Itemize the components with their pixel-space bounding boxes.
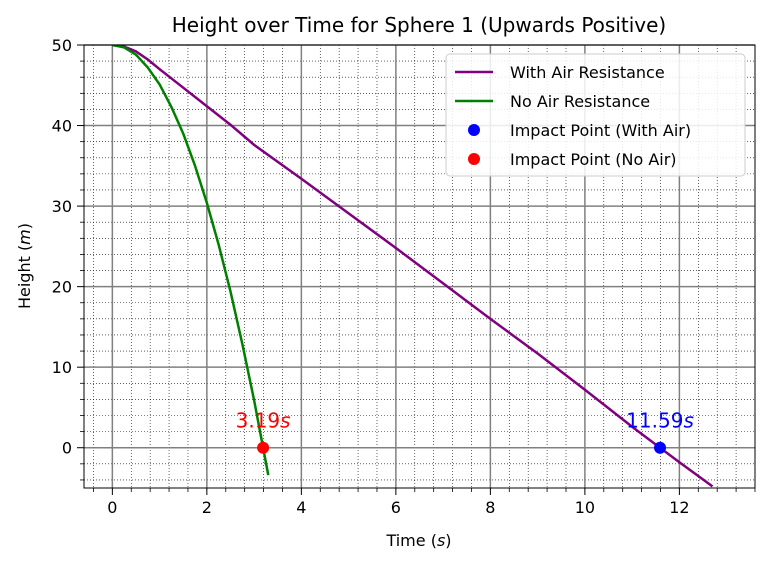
x-tick-label: 4 [296,498,306,517]
axis-ticks: 0 2 4 6 8 10 12 0 10 20 30 40 50 [52,36,756,517]
legend-box [445,53,746,177]
y-tick-label: 40 [52,117,72,136]
y-tick-label: 50 [52,36,72,55]
series-layer [112,45,714,488]
legend-label: Impact Point (With Air) [510,121,691,140]
x-tick-label: 8 [485,498,495,517]
impact-time-label: 3.19s [236,409,291,433]
legend-marker-swatch [468,124,480,136]
series-line-no-air-resistance [112,45,270,476]
legend-marker-swatch [468,153,480,165]
legend-label: With Air Resistance [510,63,665,82]
y-tick-label: 20 [52,278,72,297]
minor-grid [84,45,756,488]
x-axis-title: Time (s) [385,531,451,550]
x-tick-label: 6 [391,498,401,517]
y-axis-title: Height (m) [15,223,34,309]
y-tick-label: 0 [62,439,72,458]
impact-point [654,441,667,454]
legend-label: No Air Resistance [510,92,650,111]
chart-title: Height over Time for Sphere 1 (Upwards P… [172,13,666,37]
plot-frame [83,44,756,489]
impact-time-label: 11.59s [626,409,694,433]
impact-point [257,441,270,454]
legend-label: Impact Point (No Air) [510,150,677,169]
series-line-with-air-resistance [112,45,714,488]
x-tick-label: 12 [669,498,689,517]
y-tick-label: 10 [52,358,72,377]
legend: With Air Resistance No Air Resistance Impa… [445,53,746,177]
x-tick-label: 2 [202,498,212,517]
x-tick-label: 0 [107,498,117,517]
y-tick-label: 30 [52,197,72,216]
x-tick-label: 10 [575,498,595,517]
annotations: 11.59s 3.19s [236,409,694,433]
plot-area [112,45,714,488]
